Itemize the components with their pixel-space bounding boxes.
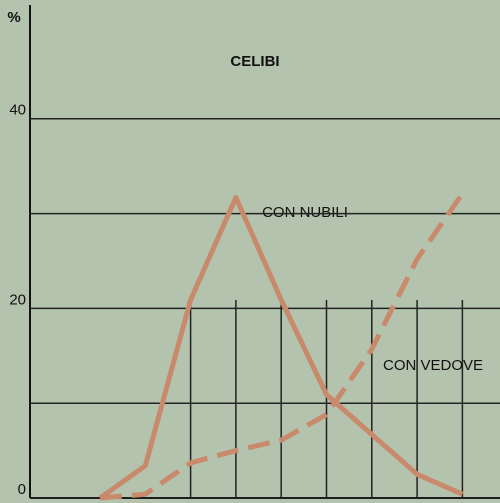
line-series [98,194,464,501]
y-tick-label: 20 [9,291,26,308]
chart-title: CELIBI [230,53,279,70]
y-tick-label: 0 [18,481,26,498]
series-label: CON VEDOVE [383,357,483,374]
series-label: CON NUBILI [262,204,348,221]
y-axis-label: % [7,9,20,26]
line-series [99,192,465,501]
y-tick-label: 40 [9,102,26,119]
